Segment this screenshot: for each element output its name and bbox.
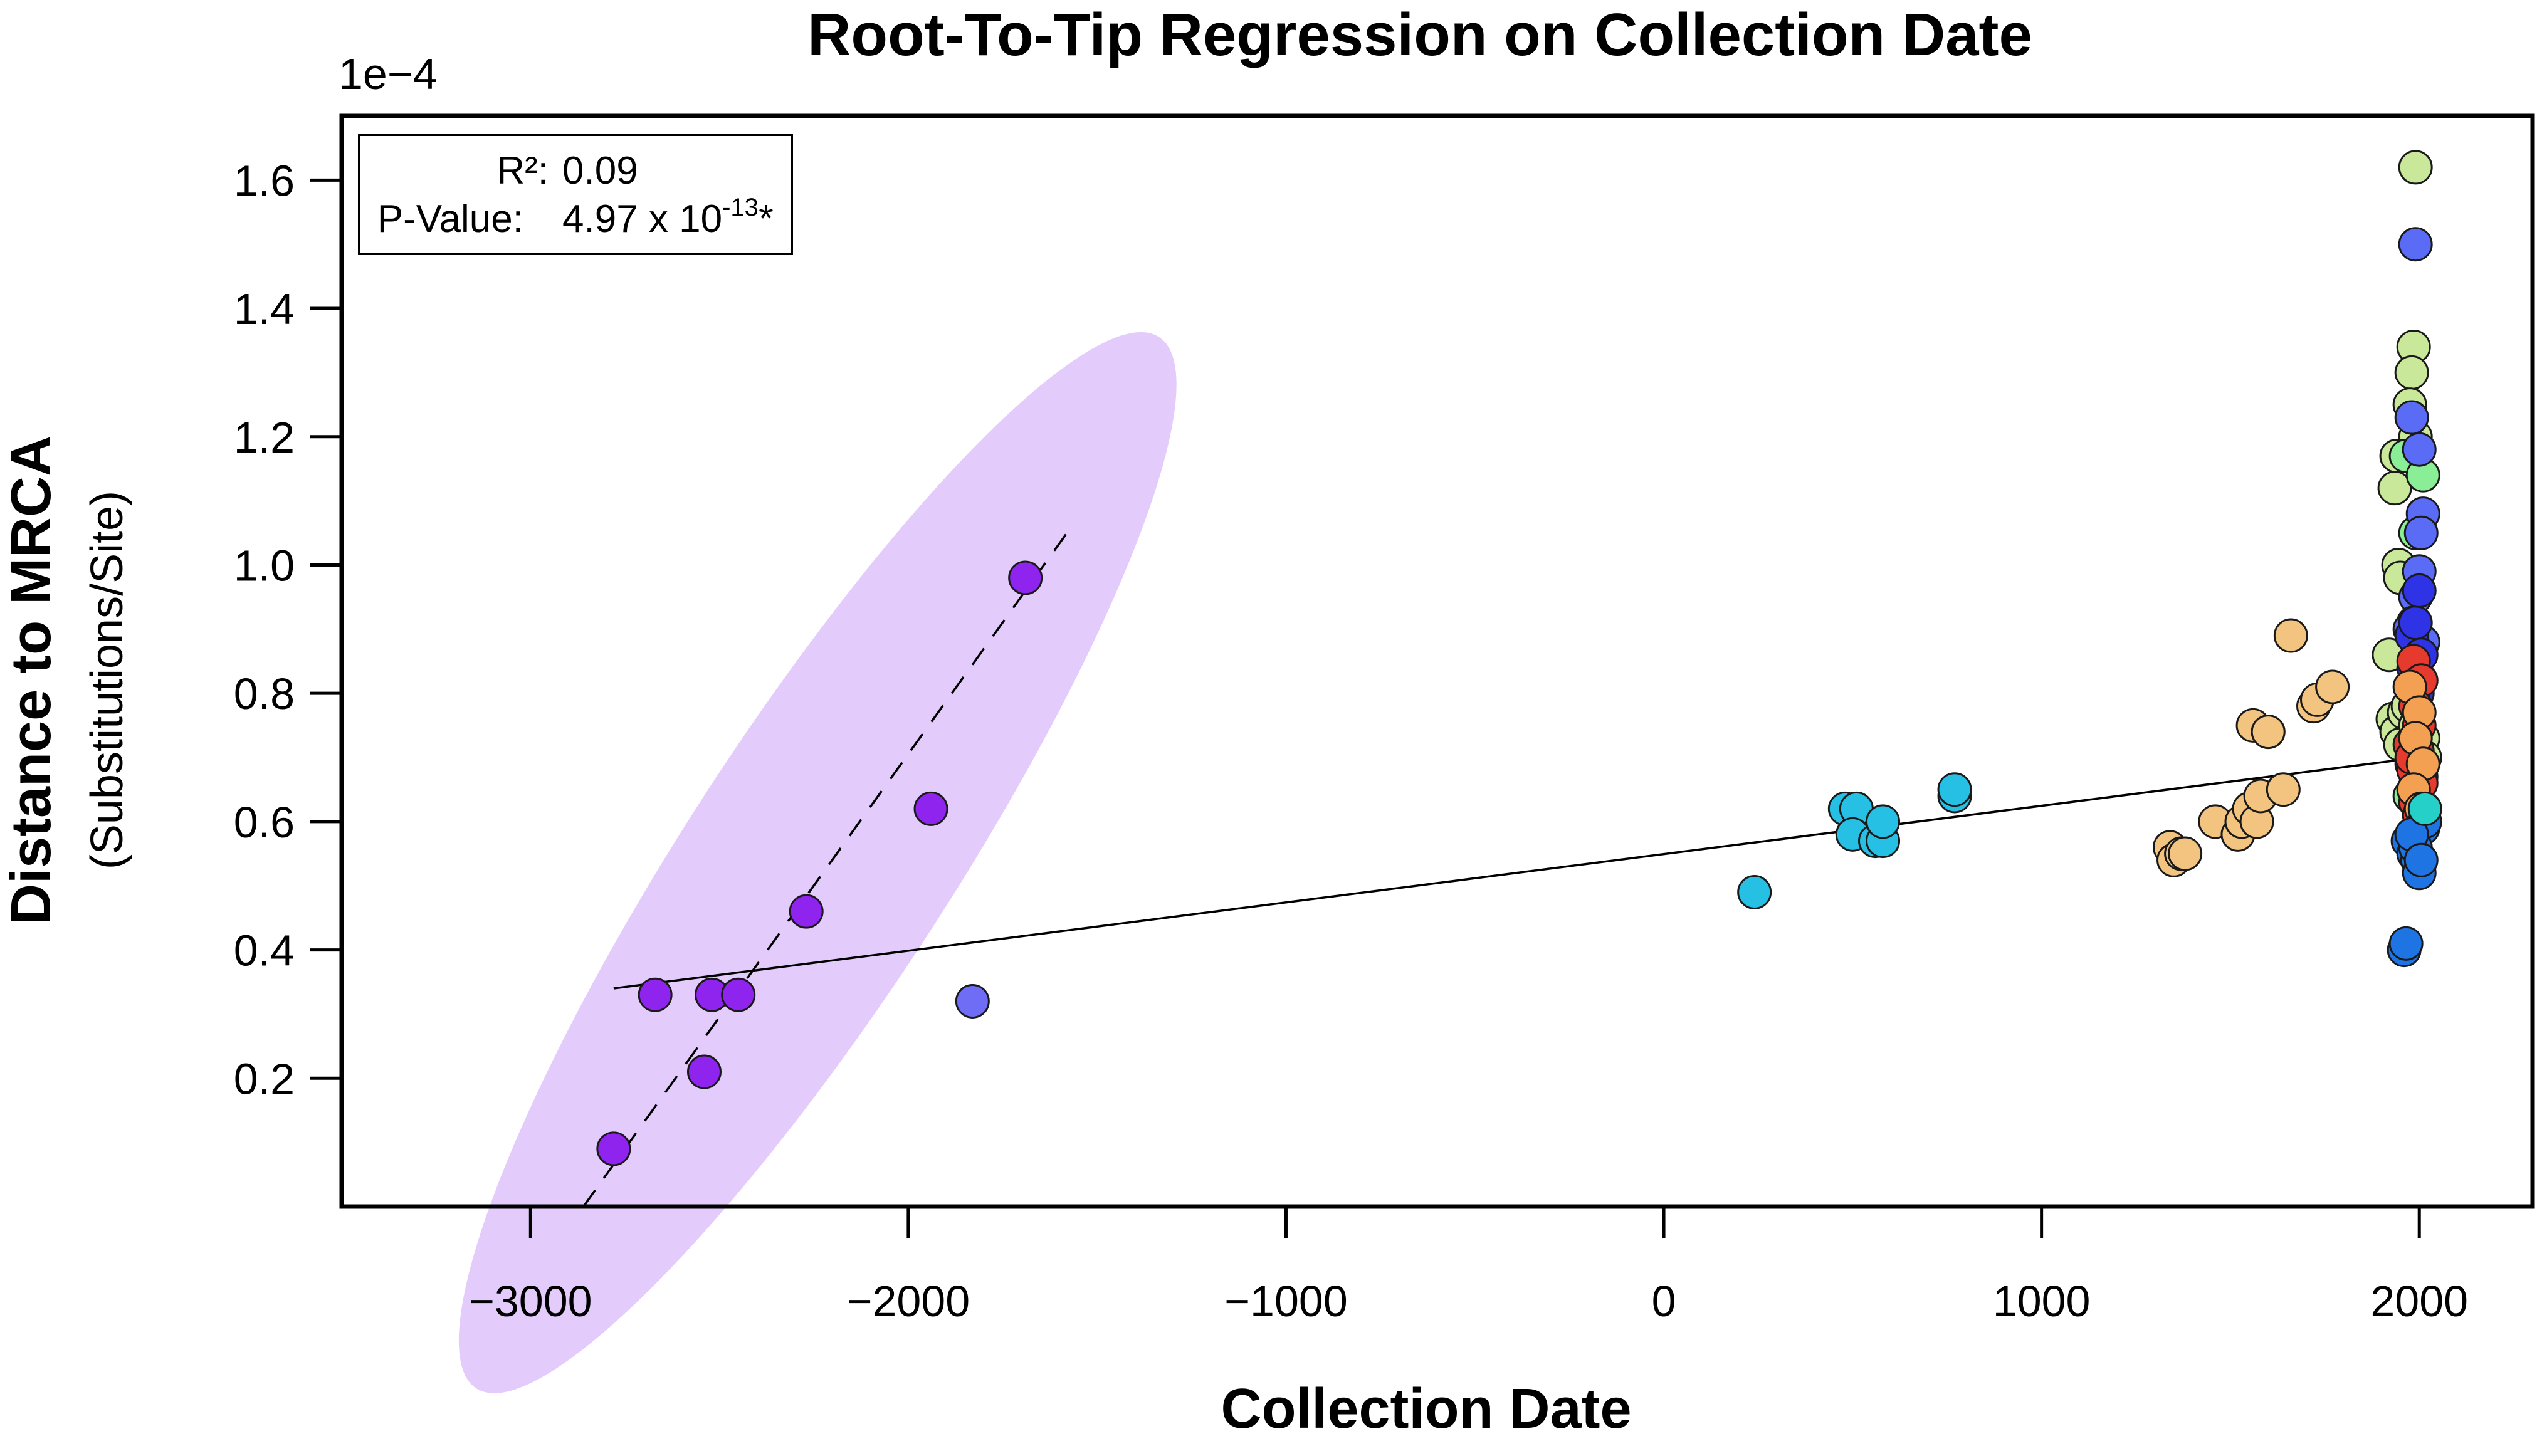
y-axis-title: Distance to MRCA <box>0 436 63 924</box>
r2-label: R²: <box>496 149 549 192</box>
p-value: 4.97 x 10-13* <box>562 194 774 241</box>
y-tick-label: 1.2 <box>234 413 295 462</box>
data-point <box>2377 471 2412 506</box>
data-point <box>2402 432 2437 467</box>
data-point <box>638 977 673 1012</box>
x-tick-label: −3000 <box>469 1277 592 1326</box>
plot-frame <box>339 113 2535 1209</box>
data-point <box>2394 400 2429 435</box>
chart-title: Root-To-Tip Regression on Collection Dat… <box>807 1 2032 68</box>
data-point <box>1937 772 1972 807</box>
data-point <box>721 977 756 1012</box>
stats-legend-box: R²: 0.09 P-Value: 4.97 x 10-13* <box>358 134 793 255</box>
data-point <box>686 1054 722 1089</box>
data-point <box>2388 926 2424 961</box>
data-point <box>1737 874 1772 909</box>
data-point <box>2403 515 2439 550</box>
data-point <box>1008 560 1043 595</box>
data-point <box>2398 605 2433 641</box>
data-point <box>2407 791 2442 826</box>
data-point <box>2398 150 2433 185</box>
y-axis-subtitle: (Substitutions/Site) <box>82 491 132 869</box>
y-multiplier-label: 1e−4 <box>339 50 438 98</box>
data-point <box>789 894 824 929</box>
y-tick-label: 0.6 <box>234 798 295 847</box>
highlight-ellipse <box>458 332 1177 1393</box>
y-tick-label: 0.2 <box>234 1054 295 1103</box>
data-point <box>2402 573 2437 608</box>
data-point <box>913 791 948 826</box>
data-point <box>2168 836 2203 871</box>
p-value-exponent: -13 <box>722 194 759 221</box>
y-tick-label: 1.4 <box>234 285 295 333</box>
plot-area <box>458 150 2442 1393</box>
data-point <box>2315 669 2350 704</box>
data-point <box>2403 842 2439 877</box>
data-point <box>1866 804 1901 839</box>
regression-line <box>613 756 2420 990</box>
r2-value: 0.09 <box>562 149 638 192</box>
data-point <box>955 983 990 1019</box>
stats-legend-frame <box>358 134 793 255</box>
data-point <box>2398 227 2433 262</box>
x-axis-title: Collection Date <box>1221 1378 1631 1440</box>
data-point <box>2273 618 2308 653</box>
y-tick-label: 0.4 <box>234 926 295 975</box>
data-point <box>596 1131 631 1166</box>
x-tick-label: −2000 <box>847 1277 970 1326</box>
data-point <box>2266 772 2301 807</box>
x-tick-label: 2000 <box>2370 1277 2468 1326</box>
y-tick-label: 0.8 <box>234 669 295 718</box>
p-value-label: P-Value: <box>377 197 523 241</box>
data-point <box>2394 355 2429 390</box>
x-tick-label: 0 <box>1652 1277 1676 1326</box>
data-point <box>2251 715 2286 750</box>
p-value-significance-marker: * <box>759 197 774 241</box>
x-tick-label: 1000 <box>1993 1277 2091 1326</box>
y-tick-label: 1.6 <box>234 156 295 205</box>
x-tick-label: −1000 <box>1224 1277 1348 1326</box>
y-tick-label: 1.0 <box>234 541 295 590</box>
p-value-base: 4.97 x 10 <box>562 197 722 241</box>
axes: −3000 −2000 −1000 0 1000 2000 0.2 0.4 0.6 0.8 1.0 1… <box>234 156 2468 1326</box>
